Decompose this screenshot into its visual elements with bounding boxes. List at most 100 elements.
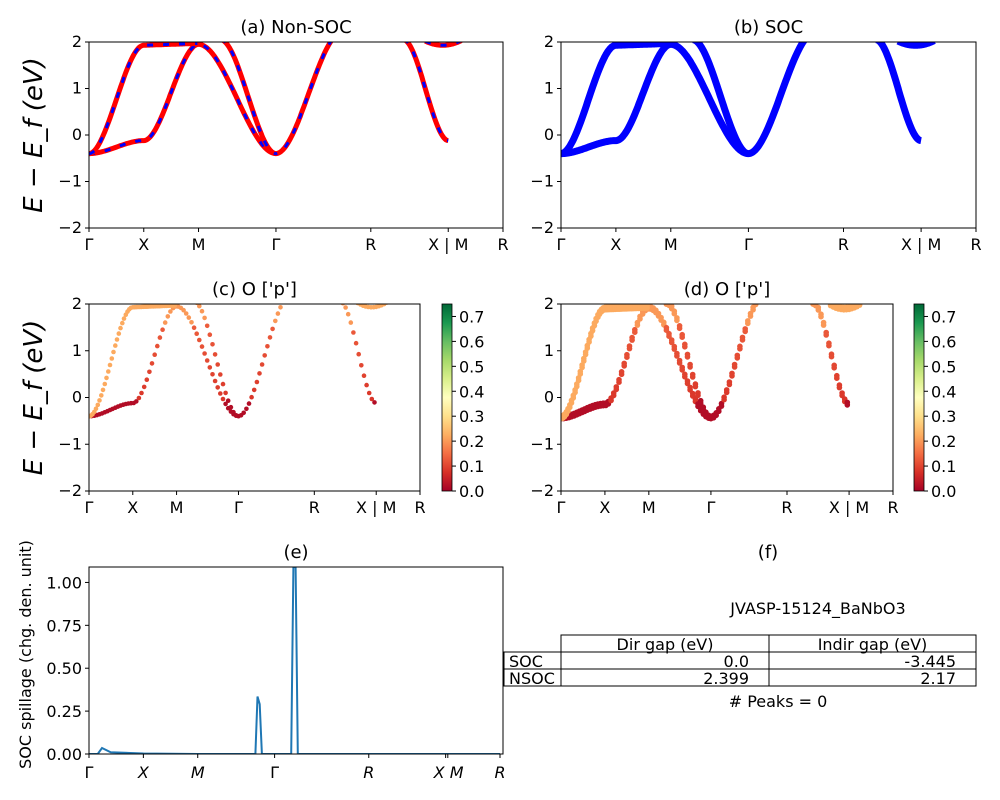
projection-point [202, 351, 207, 356]
x-tick-label: Γ [270, 763, 279, 782]
projection-point [729, 373, 735, 379]
projection-point [613, 386, 620, 393]
x-tick-label: X | M [901, 235, 941, 254]
projection-point [192, 299, 197, 304]
y-tick-label: 2 [72, 32, 82, 51]
projection-point [202, 315, 207, 321]
projection-point [223, 390, 228, 396]
y-tick-label: −1 [530, 172, 554, 191]
y-tick-label: −2 [58, 481, 82, 500]
y-tick-label: −1 [530, 434, 554, 453]
y-tick-label: 1 [72, 79, 82, 98]
projection-point [338, 299, 343, 304]
colorbar: 0.0 0.1 0.2 0.3 0.4 0.5 0.6 0.7 [441, 303, 484, 501]
y-tick-label: −2 [530, 481, 554, 500]
projection-point [671, 310, 678, 317]
colorbar-tick-label: 0.6 [931, 332, 956, 351]
x-tick-label: R [363, 763, 374, 782]
projection-point [348, 320, 354, 325]
projection-point [155, 343, 160, 349]
table-column-header: Dir gap (eV) [617, 635, 714, 654]
projection-point [752, 304, 759, 308]
projection-point [259, 362, 265, 367]
x-tick-label: X [138, 235, 149, 254]
projection-point [273, 318, 278, 324]
projection-point [149, 361, 155, 366]
panel-title: (a) Non-SOC [240, 17, 351, 38]
y-axis-label: SOC spillage (chg. den. unit) [16, 540, 35, 769]
projection-point [100, 387, 106, 393]
projection-point [679, 334, 685, 341]
projection-point [586, 339, 592, 345]
projection-point [575, 377, 582, 384]
projection-point [836, 384, 843, 391]
projection-point [637, 316, 643, 322]
projection-point [114, 337, 120, 342]
projection-point [249, 394, 254, 400]
projection-point [104, 375, 109, 381]
projection-point [152, 352, 157, 358]
projection-point [93, 406, 99, 412]
projection-point [618, 371, 625, 378]
band-line-soc [874, 42, 924, 145]
projection-point [820, 322, 827, 328]
projection-point [634, 322, 641, 328]
projection-point [345, 311, 351, 317]
projection-point [588, 333, 594, 339]
projection-point [834, 375, 840, 382]
panel-title: (e) [283, 542, 308, 563]
projection-point [723, 389, 730, 396]
projection-point [582, 351, 589, 358]
x-tick-label: Γ [557, 235, 566, 254]
projection-point [147, 369, 152, 375]
projection-point [823, 332, 829, 338]
colorbar-tick-label: 0.3 [459, 407, 484, 426]
projection-point [343, 305, 348, 310]
projection-point [591, 322, 598, 329]
projection-point [361, 373, 367, 379]
colorbar-tick-label: 0.7 [931, 307, 956, 326]
projection-point [589, 327, 596, 334]
projection-point [241, 410, 246, 416]
projection-point [726, 381, 733, 388]
colorbar-tick-label: 0.4 [459, 382, 484, 401]
projection-point [106, 369, 111, 374]
projection-point [215, 362, 220, 367]
projection-point [144, 377, 150, 383]
x-tick-label: Γ [744, 235, 753, 254]
projection-point [267, 335, 273, 340]
projection-point [139, 390, 144, 396]
projection-point [244, 406, 249, 412]
y-tick-label: 0.00 [46, 745, 82, 764]
x-tick-label: X [127, 498, 138, 517]
y-tick-label: 2 [544, 32, 554, 51]
y-tick-label: 0 [72, 388, 82, 407]
x-tick-label: X [137, 763, 150, 782]
x-tick-label: Γ [271, 235, 280, 254]
projection-point [160, 327, 165, 333]
y-tick-label: 0.25 [46, 702, 82, 721]
projection-point [632, 329, 638, 336]
table-cell: 2.399 [703, 669, 749, 688]
projection-point [574, 383, 580, 390]
projection-point [134, 399, 139, 404]
colorbar-tick-label: 0.1 [931, 457, 956, 476]
projection-point [220, 396, 226, 402]
panel-b: (b) SOC −2 −1 0 1 2 Γ X M Γ R X | M R [530, 17, 981, 254]
projection-point [113, 343, 118, 348]
projection-point [246, 401, 252, 406]
projection-point [233, 413, 239, 418]
x-tick-label: R [838, 235, 849, 254]
band-line-soc [691, 42, 750, 157]
x-tick-label: R [970, 235, 981, 254]
projection-point [231, 409, 236, 415]
projection-point [120, 320, 125, 326]
x-tick-label: Γ [706, 498, 715, 517]
projection-point [111, 349, 116, 355]
y-tick-label: 0.50 [46, 659, 82, 678]
projection-point [608, 397, 614, 404]
projection-point [695, 392, 701, 399]
projection-point [747, 313, 754, 319]
